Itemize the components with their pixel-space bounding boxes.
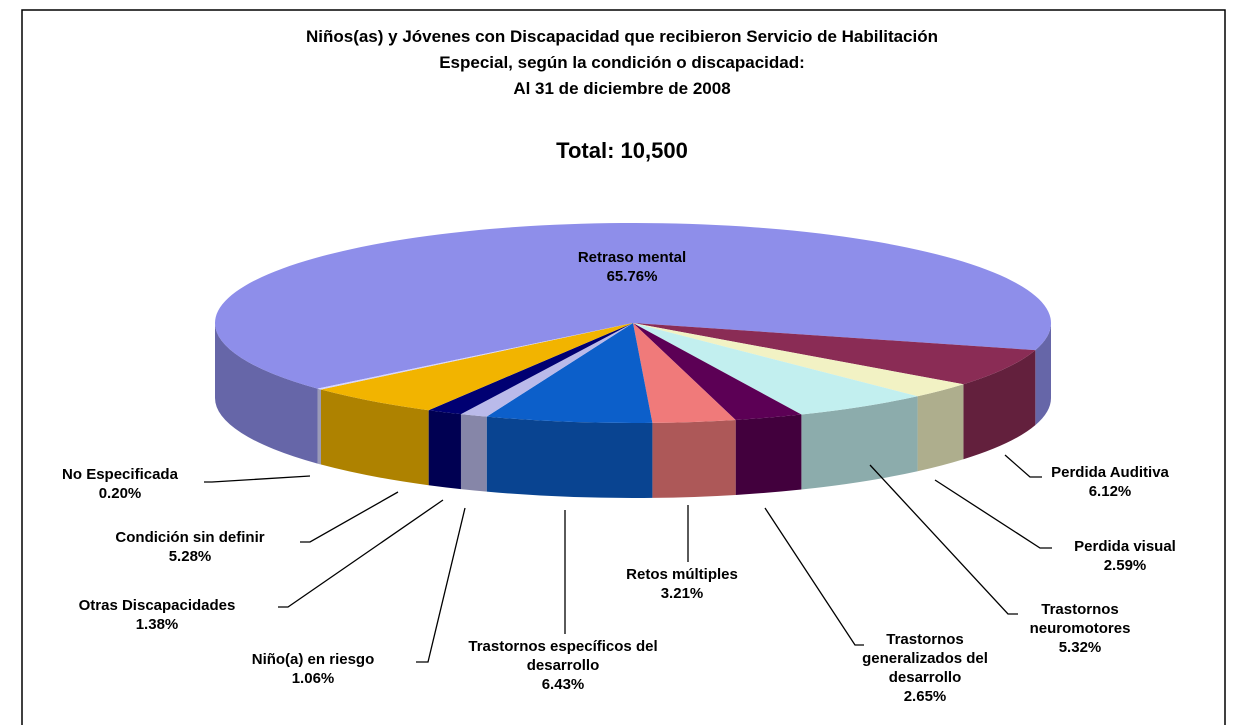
data-label-name: Retos múltiples [626, 566, 738, 583]
slice-side [1035, 323, 1051, 426]
slice-side [460, 414, 487, 492]
slice [633, 323, 802, 420]
data-label: 0.20% [98, 485, 142, 502]
slice [633, 323, 964, 397]
data-label-name: Trastornos neuromotores [1029, 601, 1131, 637]
data-label: 6.12% [1088, 483, 1132, 500]
data-label-name: Condición sin definir [115, 529, 265, 546]
data-label-name: Trastornos específicos del desarrollo [468, 638, 658, 674]
data-label: 2.59% [1103, 557, 1147, 574]
chart-title: Especial, según la condición o discapaci… [439, 53, 805, 72]
slice-side [735, 414, 802, 495]
data-label-name: Otras Discapacidades [78, 597, 236, 614]
slice-side [215, 323, 318, 464]
data-label-name: Niño(a) en riesgo [251, 651, 375, 668]
data-label: 3.21% [660, 585, 704, 602]
slice [428, 323, 633, 415]
data-label: 5.28% [168, 548, 212, 565]
slice-side [652, 419, 736, 498]
leader-line [278, 499, 444, 608]
leader-line [934, 479, 1052, 549]
slice [317, 323, 633, 390]
data-label-name: Perdida Auditiva [1051, 464, 1169, 481]
slice [321, 323, 633, 411]
slice-side [486, 416, 653, 498]
chart-subtitle: Total: 10,500 [556, 138, 688, 163]
leader-line [1004, 454, 1042, 478]
chart-title: Al 31 de diciembre de 2008 [513, 79, 730, 98]
data-label: 65.76% [606, 268, 658, 285]
slice-side [963, 350, 1036, 460]
slice [633, 323, 736, 423]
slice [214, 223, 1051, 389]
slice-side [321, 389, 429, 486]
data-label: 2.65% [903, 688, 947, 705]
data-label: 5.32% [1058, 639, 1102, 656]
slice-side [917, 384, 964, 472]
data-label-name: No Especificada [62, 466, 178, 483]
slice-side [317, 388, 322, 465]
chart-title: Niños(as) y Jóvenes con Discapacidad que… [306, 27, 938, 46]
leader-line [300, 491, 399, 543]
leader-line [764, 507, 864, 646]
slice-side [428, 410, 461, 490]
data-label-name: Perdida visual [1074, 538, 1176, 555]
leader-line [416, 507, 466, 663]
slice [460, 323, 633, 417]
data-label-name: Trastornos generalizados del desarrollo [862, 631, 988, 686]
slice-side [801, 396, 918, 490]
data-label-name: Retraso mental [577, 249, 687, 266]
data-label: 1.06% [291, 670, 335, 687]
data-label: 1.38% [135, 616, 179, 633]
slice [633, 323, 918, 415]
leader-line [204, 475, 311, 483]
data-label: 6.43% [541, 676, 585, 693]
slice [486, 323, 653, 423]
leader-line [869, 464, 1018, 615]
slice [633, 323, 1036, 385]
